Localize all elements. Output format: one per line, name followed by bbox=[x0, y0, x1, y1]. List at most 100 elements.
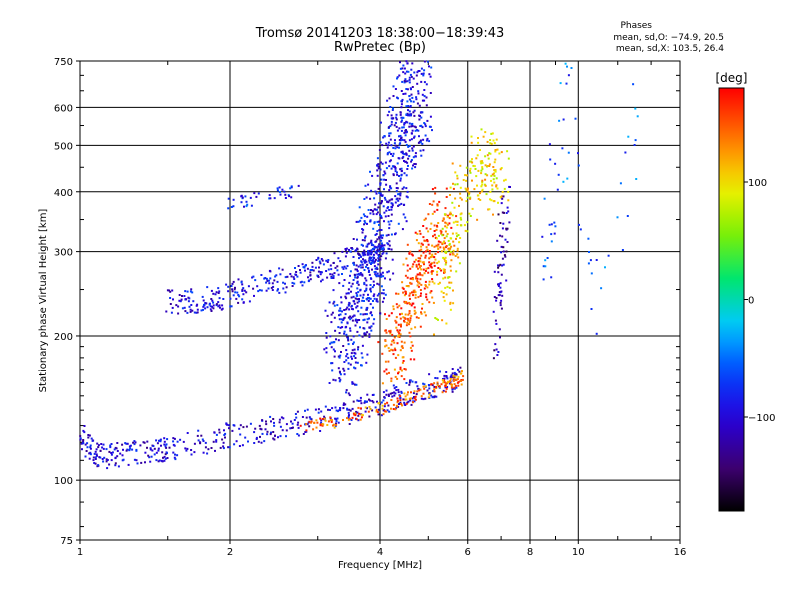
echo-point bbox=[266, 433, 269, 436]
echo-point bbox=[245, 291, 248, 294]
echo-point bbox=[405, 382, 408, 384]
echo-point bbox=[334, 379, 337, 382]
echo-point bbox=[350, 352, 353, 355]
echo-point bbox=[241, 444, 244, 447]
echo-point bbox=[166, 438, 169, 441]
echo-point bbox=[380, 161, 382, 164]
echo-point bbox=[423, 239, 426, 242]
echo-point bbox=[380, 242, 383, 245]
echo-point bbox=[275, 274, 278, 277]
echo-point bbox=[443, 213, 446, 216]
echo-point bbox=[345, 389, 348, 392]
echo-point bbox=[429, 115, 432, 118]
echo-point bbox=[342, 402, 345, 405]
echo-point bbox=[335, 420, 338, 423]
echo-point bbox=[335, 418, 338, 421]
echo-point bbox=[186, 432, 189, 434]
echo-point bbox=[381, 407, 384, 410]
echo-point bbox=[420, 154, 423, 157]
echo-point bbox=[279, 425, 282, 428]
echo-point bbox=[377, 206, 380, 209]
echo-point bbox=[160, 459, 163, 462]
echo-point bbox=[380, 239, 383, 242]
echo-point bbox=[390, 167, 393, 170]
echo-point bbox=[403, 300, 406, 303]
echo-point bbox=[369, 259, 371, 261]
echo-point bbox=[339, 407, 342, 409]
echo-point bbox=[460, 372, 463, 375]
echo-point bbox=[353, 263, 356, 266]
echo-point bbox=[473, 165, 476, 168]
echo-point bbox=[268, 197, 271, 200]
echo-point bbox=[383, 211, 386, 214]
echo-point bbox=[92, 459, 95, 462]
echo-point bbox=[344, 295, 347, 298]
echo-point bbox=[390, 233, 393, 236]
echo-point bbox=[457, 384, 460, 387]
echo-point bbox=[444, 386, 447, 389]
echo-point bbox=[435, 395, 438, 398]
echo-point bbox=[354, 319, 357, 322]
echo-point bbox=[451, 201, 454, 204]
echo-point bbox=[371, 247, 374, 250]
echo-point bbox=[321, 424, 324, 427]
echo-point bbox=[108, 463, 111, 466]
echo-point bbox=[456, 177, 459, 180]
echo-point bbox=[189, 310, 192, 313]
echo-point bbox=[330, 321, 333, 324]
echo-point bbox=[371, 409, 374, 412]
echo-point bbox=[439, 246, 442, 249]
echo-point bbox=[410, 75, 413, 78]
echo-point bbox=[328, 301, 331, 304]
echo-point bbox=[437, 283, 440, 285]
echo-point bbox=[372, 258, 375, 261]
echo-point bbox=[435, 237, 438, 240]
echo-point bbox=[353, 302, 356, 305]
echo-point bbox=[369, 303, 372, 306]
echo-point bbox=[410, 314, 413, 317]
echo-point bbox=[392, 107, 394, 110]
echo-point bbox=[410, 132, 413, 135]
echo-point bbox=[400, 391, 403, 394]
echo-point bbox=[410, 159, 413, 161]
echo-point bbox=[259, 427, 262, 430]
echo-point bbox=[339, 309, 342, 312]
echo-point bbox=[79, 438, 82, 441]
echo-point bbox=[403, 341, 406, 344]
echo-point bbox=[352, 382, 355, 385]
echo-point bbox=[431, 278, 434, 281]
echo-point bbox=[369, 297, 372, 300]
echo-point bbox=[405, 402, 408, 405]
echo-point bbox=[431, 203, 434, 206]
echo-point bbox=[408, 81, 411, 84]
echo-point bbox=[356, 361, 359, 364]
echo-point bbox=[329, 273, 332, 276]
echo-point bbox=[217, 305, 220, 308]
echo-point bbox=[500, 195, 503, 198]
echo-point bbox=[359, 219, 362, 222]
echo-point bbox=[474, 168, 477, 170]
echo-point bbox=[587, 237, 590, 240]
echo-point bbox=[419, 257, 422, 260]
echo-point bbox=[345, 308, 348, 311]
echo-point bbox=[396, 96, 398, 99]
echo-point bbox=[429, 291, 432, 294]
echo-point bbox=[378, 202, 380, 205]
echo-point bbox=[436, 384, 439, 387]
echo-point bbox=[361, 239, 364, 242]
echo-point bbox=[422, 74, 425, 77]
echo-point bbox=[400, 116, 403, 119]
echo-point bbox=[449, 302, 452, 305]
echo-point bbox=[449, 194, 451, 196]
echo-point bbox=[316, 274, 319, 277]
echo-point bbox=[398, 197, 401, 200]
echo-point bbox=[399, 401, 402, 404]
echo-point bbox=[483, 183, 486, 186]
echo-point bbox=[397, 372, 399, 375]
echo-point bbox=[351, 282, 354, 285]
echo-point bbox=[343, 332, 346, 335]
echo-point bbox=[414, 155, 417, 158]
echo-point bbox=[388, 160, 391, 163]
echo-point bbox=[411, 291, 413, 294]
echo-point bbox=[440, 232, 443, 235]
